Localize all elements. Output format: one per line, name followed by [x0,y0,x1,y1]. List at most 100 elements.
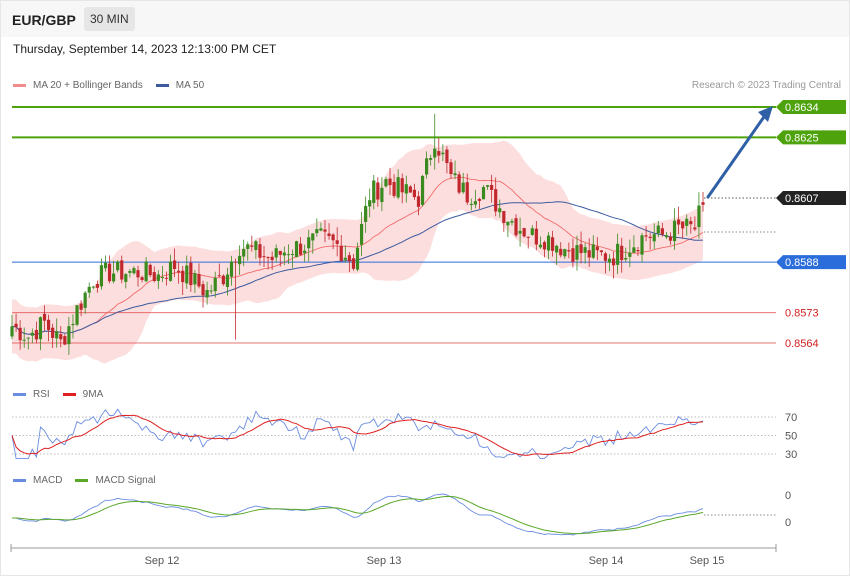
candle [522,227,526,238]
candle-body [242,248,246,257]
candle [364,196,368,233]
candle-body [490,184,494,190]
rsi-level-label-70: 70 [785,412,797,424]
candle [542,240,547,258]
candle [514,214,518,238]
candle [120,255,124,284]
candle [258,238,262,266]
candle [327,223,331,240]
candle [571,238,575,268]
rsi-ma-legend-swatch [62,393,76,396]
candle [473,189,477,209]
rsi-ma-legend-label: 9MA [82,389,104,400]
candle-body [477,198,482,201]
candle [461,172,465,194]
candle [274,244,278,263]
candle-body [258,244,262,258]
candle [502,210,506,232]
support-label-5: 0.8564 [785,338,819,350]
candle-body [107,263,112,282]
candle-body [522,228,526,237]
candle [22,327,26,348]
candle [530,225,534,236]
candle-body [136,270,140,278]
candle-body [498,208,502,213]
macd-line [11,493,704,536]
candle [172,248,177,278]
candle [148,263,152,278]
candle-body [315,229,319,234]
candle [384,176,388,188]
candle [83,291,87,314]
candle [30,328,34,344]
candle-body [266,257,270,259]
candle [156,270,160,289]
projection-arrow [706,106,773,199]
candle-body [429,158,433,160]
candle [368,188,372,218]
candle [681,221,685,239]
candle [599,250,603,256]
candle-body [205,289,209,298]
candle-body [571,248,575,262]
candle-body [656,225,660,234]
candle-body [412,189,417,198]
candle [14,313,18,332]
candle [335,227,339,257]
candle [132,266,136,275]
candle [229,255,234,286]
candle-body [453,173,457,176]
candle [250,235,254,252]
arrow-head [758,106,773,122]
candle [429,154,433,166]
candle-body [323,229,327,232]
candle-body [168,261,173,281]
candle-body [591,244,595,258]
candle [205,281,209,305]
candle [278,250,282,267]
candle [177,261,181,284]
rsi-ma-line [11,414,704,456]
candle-body [551,237,555,251]
candle-body [652,234,656,242]
candle-body [38,317,43,340]
candle [388,167,392,195]
macd-signal-legend-swatch [75,479,89,482]
candle [116,260,120,273]
candle-body [10,326,14,337]
candle [323,220,327,243]
candle-body [274,248,278,258]
candle-body [55,331,59,339]
candle [38,316,43,351]
candle-body [298,243,303,255]
candle [152,266,156,283]
candlesticks [10,113,705,355]
candle [685,214,689,236]
candle-body [79,303,83,310]
candle-body [148,264,152,276]
candle-body [327,233,331,237]
main-legend: MA 20 + Bollinger Bands MA 50 [13,80,204,91]
candle [315,218,319,237]
candle-body [473,201,477,205]
candle [128,269,132,278]
candle [518,217,522,247]
candle-body [177,270,181,273]
candle-body [445,149,449,164]
candle-body [408,186,412,193]
candle-body [465,182,469,203]
candle-body [213,277,217,292]
chart-header: EUR/GBP 30 MIN [1,1,849,37]
candle-body [441,152,445,155]
candle [51,323,55,349]
candle [164,271,169,286]
candle [55,318,59,348]
candle-body [607,258,612,263]
arrow-shaft [706,112,768,199]
candle [294,240,299,258]
level-lines: 0.8634 0.8625 0.8607 0.8588 0.8573 0.8564 [12,100,846,350]
timeframe-badge[interactable]: 30 MIN [84,7,135,31]
support-label-4: 0.8573 [785,308,819,320]
candle [307,229,311,262]
